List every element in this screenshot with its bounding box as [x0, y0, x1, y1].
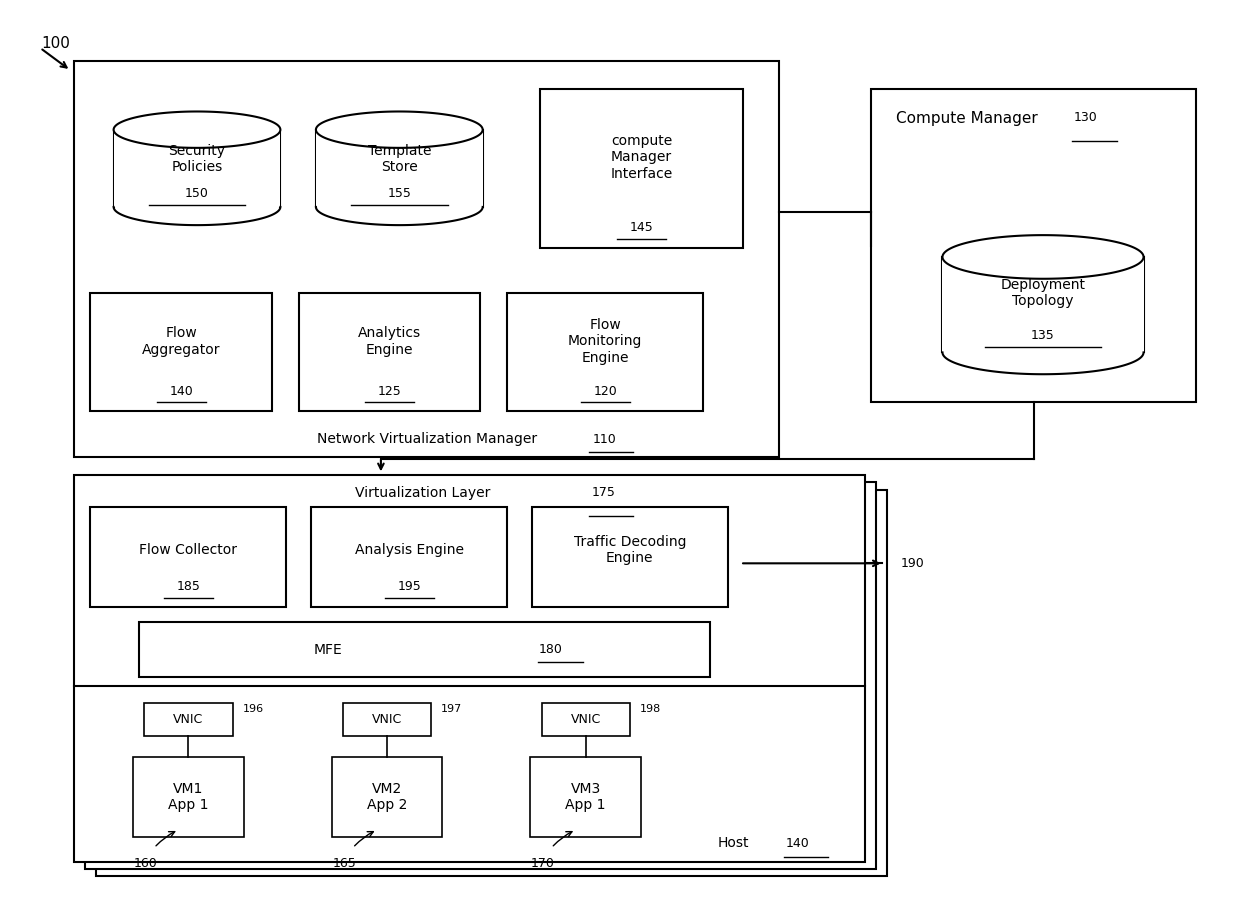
- Bar: [532, 507, 728, 607]
- Polygon shape: [316, 112, 482, 148]
- Text: 110: 110: [593, 433, 616, 446]
- Text: 120: 120: [594, 385, 618, 398]
- Text: Compute Manager: Compute Manager: [895, 112, 1038, 126]
- Bar: [91, 294, 272, 412]
- Bar: [343, 703, 432, 736]
- Text: VNIC: VNIC: [174, 713, 203, 726]
- Text: 140: 140: [785, 836, 810, 850]
- Text: 150: 150: [185, 186, 208, 199]
- Polygon shape: [114, 112, 280, 148]
- Bar: [86, 483, 877, 869]
- Bar: [332, 757, 443, 837]
- Text: 135: 135: [1032, 329, 1055, 342]
- Polygon shape: [942, 257, 1143, 353]
- Text: 170: 170: [531, 857, 554, 870]
- Text: 100: 100: [41, 36, 71, 51]
- Bar: [542, 703, 630, 736]
- Text: 185: 185: [176, 581, 201, 593]
- Bar: [311, 507, 507, 607]
- Bar: [531, 757, 641, 837]
- Bar: [507, 294, 703, 412]
- Text: Template
Store: Template Store: [367, 144, 432, 174]
- Bar: [541, 89, 743, 248]
- Text: Security
Policies: Security Policies: [169, 144, 226, 174]
- Text: Traffic Decoding
Engine: Traffic Decoding Engine: [574, 534, 686, 565]
- Text: 180: 180: [538, 643, 562, 656]
- Bar: [97, 490, 888, 876]
- Text: compute
Manager
Interface: compute Manager Interface: [610, 134, 672, 181]
- Text: VM1
App 1: VM1 App 1: [169, 782, 208, 812]
- Text: Virtualization Layer: Virtualization Layer: [355, 486, 490, 500]
- Text: Analysis Engine: Analysis Engine: [355, 543, 464, 557]
- Text: Deployment
Topology: Deployment Topology: [1001, 278, 1085, 308]
- Text: 195: 195: [397, 581, 422, 593]
- Bar: [91, 507, 286, 607]
- Text: Flow Collector: Flow Collector: [139, 543, 237, 557]
- Text: 125: 125: [378, 385, 402, 398]
- Bar: [299, 294, 480, 412]
- Text: 196: 196: [242, 703, 263, 713]
- Text: 145: 145: [630, 222, 653, 234]
- Text: VM2
App 2: VM2 App 2: [367, 782, 407, 812]
- Text: Flow
Monitoring
Engine: Flow Monitoring Engine: [568, 318, 642, 365]
- Text: MFE: MFE: [314, 642, 342, 656]
- Text: Host: Host: [718, 835, 750, 850]
- Text: Flow
Aggregator: Flow Aggregator: [141, 327, 221, 356]
- Bar: [144, 703, 233, 736]
- Text: 130: 130: [1074, 112, 1097, 125]
- Bar: [74, 475, 866, 861]
- Text: 198: 198: [640, 703, 661, 713]
- Bar: [139, 622, 709, 677]
- Bar: [872, 89, 1197, 402]
- Text: VNIC: VNIC: [372, 713, 402, 726]
- Text: 165: 165: [332, 857, 356, 870]
- Bar: [74, 62, 780, 457]
- Polygon shape: [114, 129, 280, 207]
- Text: VM3
App 1: VM3 App 1: [565, 782, 606, 812]
- Bar: [133, 757, 243, 837]
- Text: 175: 175: [591, 486, 615, 499]
- Text: 160: 160: [134, 857, 157, 870]
- Text: Network Virtualization Manager: Network Virtualization Manager: [317, 432, 537, 446]
- Text: 197: 197: [441, 703, 463, 713]
- Text: 190: 190: [900, 557, 925, 569]
- Polygon shape: [942, 235, 1143, 279]
- Text: Analytics
Engine: Analytics Engine: [358, 327, 422, 356]
- Text: 140: 140: [169, 385, 193, 398]
- Polygon shape: [316, 129, 482, 207]
- Text: VNIC: VNIC: [570, 713, 601, 726]
- Text: 155: 155: [387, 186, 412, 199]
